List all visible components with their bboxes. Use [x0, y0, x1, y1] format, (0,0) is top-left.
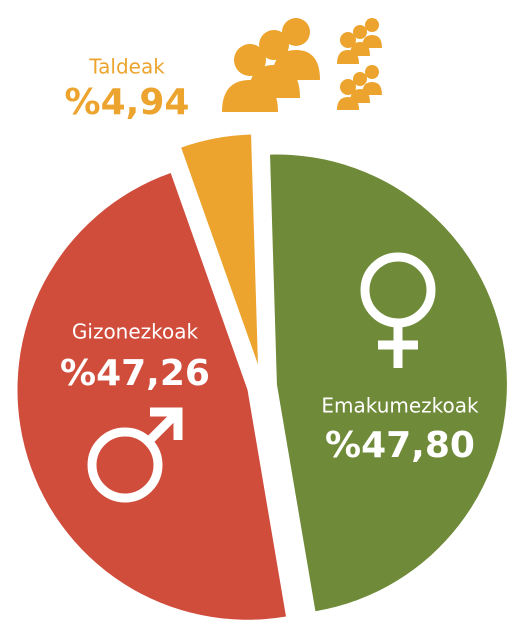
- category-label: Gizonezkoak: [72, 320, 199, 344]
- pie-slice: [270, 154, 507, 612]
- icons: [87, 18, 436, 503]
- pie-slice: [181, 134, 258, 365]
- people-icon: [222, 18, 382, 112]
- category-label: Taldeak: [88, 55, 165, 79]
- male-icon: [87, 407, 183, 503]
- value-label: %47,80: [325, 425, 475, 466]
- labels: Emakumezkoak %47,80 Gizonezkoak %47,26 Talde…: [60, 55, 479, 467]
- value-label: %4,94: [65, 82, 190, 123]
- pie: [17, 134, 507, 620]
- pie-slice: [17, 172, 286, 620]
- category-label: Emakumezkoak: [321, 394, 479, 418]
- value-label: %47,26: [60, 353, 210, 394]
- female-icon: [360, 252, 436, 368]
